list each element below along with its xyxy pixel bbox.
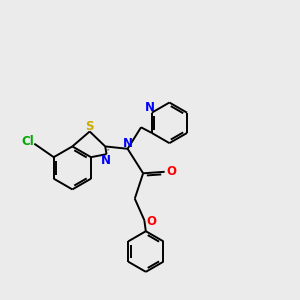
Text: N: N (145, 101, 155, 114)
Text: N: N (123, 137, 133, 150)
Text: S: S (85, 120, 94, 133)
Text: N: N (101, 154, 111, 167)
Text: Cl: Cl (21, 135, 34, 148)
Text: O: O (166, 165, 176, 178)
Text: O: O (146, 215, 156, 228)
